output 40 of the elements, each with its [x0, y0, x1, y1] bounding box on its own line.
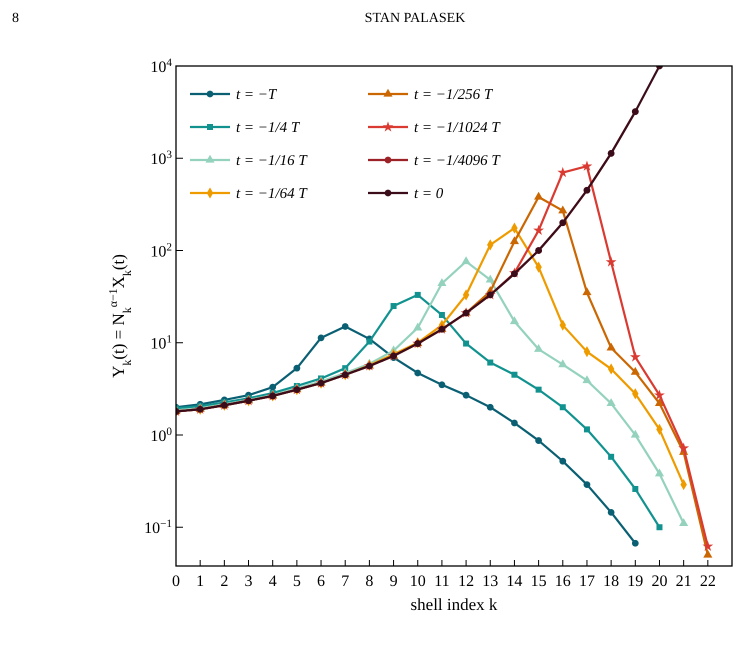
x-tick-label: 20	[651, 573, 668, 590]
x-tick-label: 21	[676, 573, 692, 590]
legend-label: t = −1/4096 T	[414, 153, 502, 169]
x-tick-label: 18	[603, 573, 620, 590]
x-axis-title: shell index k	[410, 595, 498, 614]
legend-label: t = −1/16 T	[236, 153, 308, 169]
y-tick-label: 10$^{3}$	[150, 149, 172, 168]
x-tick-label: 6	[317, 573, 326, 590]
x-tick-label: 10	[410, 573, 426, 590]
legend-label: t = −1/4 T	[236, 120, 301, 136]
y-tick-label: 10$^{−1}$	[144, 518, 172, 538]
x-tick-label: 13	[482, 573, 498, 590]
x-tick-label: 17	[578, 573, 595, 590]
x-tick-label: 14	[506, 573, 522, 590]
x-tick-label: 1	[196, 573, 204, 590]
x-tick-label: 8	[365, 573, 374, 590]
y-tick-label: 10$^{4}$	[150, 57, 172, 76]
y-tick-label: 10$^{0}$	[150, 426, 172, 445]
x-tick-label: 4	[268, 573, 277, 590]
x-tick-label: 9	[390, 573, 398, 590]
text: 8	[12, 11, 19, 26]
x-tick-label: 0	[172, 573, 180, 590]
legend-label: t = −1/256 T	[414, 87, 494, 103]
y-tick-label: 10$^{1}$	[150, 334, 172, 353]
legend-label: t = −1/1024 T	[414, 120, 502, 136]
x-tick-label: 16	[554, 573, 571, 590]
x-tick-label: 22	[700, 573, 716, 590]
x-tick-label: 12	[458, 573, 474, 590]
x-tick-label: 7	[341, 573, 350, 590]
x-tick-label: 3	[244, 573, 253, 590]
x-tick-label: 15	[530, 573, 547, 590]
text: STAN PALASEK	[364, 11, 466, 26]
x-tick-label: 11	[434, 573, 450, 590]
y-tick-label: 10$^{2}$	[150, 241, 172, 260]
x-tick-label: 5	[292, 573, 301, 590]
legend-label: t = −T	[236, 87, 278, 103]
legend-label: t = 0	[414, 186, 444, 202]
x-tick-label: 19	[627, 573, 644, 590]
x-tick-label: 2	[220, 573, 228, 590]
legend-label: t = −1/64 T	[236, 186, 308, 202]
